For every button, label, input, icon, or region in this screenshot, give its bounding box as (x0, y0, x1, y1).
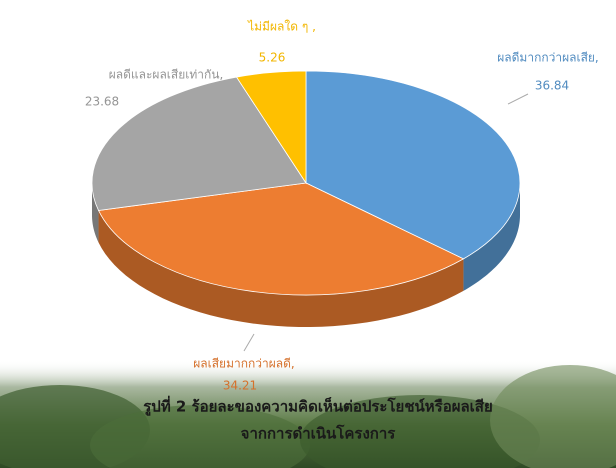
pie: ผลดีมากกว่าผลเสีย, 36.84 ผลเสียมากกว่าผลดี… (85, 20, 599, 393)
value-label: 23.68 (85, 95, 119, 109)
caption-line: รูปที่ 2 ร้อยละของความคิดเห็นต่อประโยชน์… (143, 396, 493, 417)
leader-line (507, 93, 529, 105)
caption-line: จากการดำเนินโครงการ (241, 424, 397, 443)
pie-tops (91, 70, 521, 296)
category-label: ผลดีและผลเสียเท่ากัน, (109, 68, 224, 82)
background-forest (0, 360, 616, 468)
slice (91, 76, 307, 211)
slice (97, 182, 465, 296)
value-label: 5.26 (259, 51, 286, 65)
value-label: 36.84 (535, 79, 569, 93)
category-label: ผลเสียมากกว่าผลดี, (193, 357, 295, 371)
slice-side (463, 183, 520, 291)
category-label: ผลดีมากกว่าผลเสีย, (497, 51, 599, 65)
slice (235, 70, 307, 185)
slice-side (98, 210, 464, 327)
value-label: 34.21 (223, 379, 257, 393)
category-label: ไม่มีผลใด ๆ , (247, 20, 316, 34)
slice (305, 70, 521, 260)
leader-line (243, 333, 255, 352)
